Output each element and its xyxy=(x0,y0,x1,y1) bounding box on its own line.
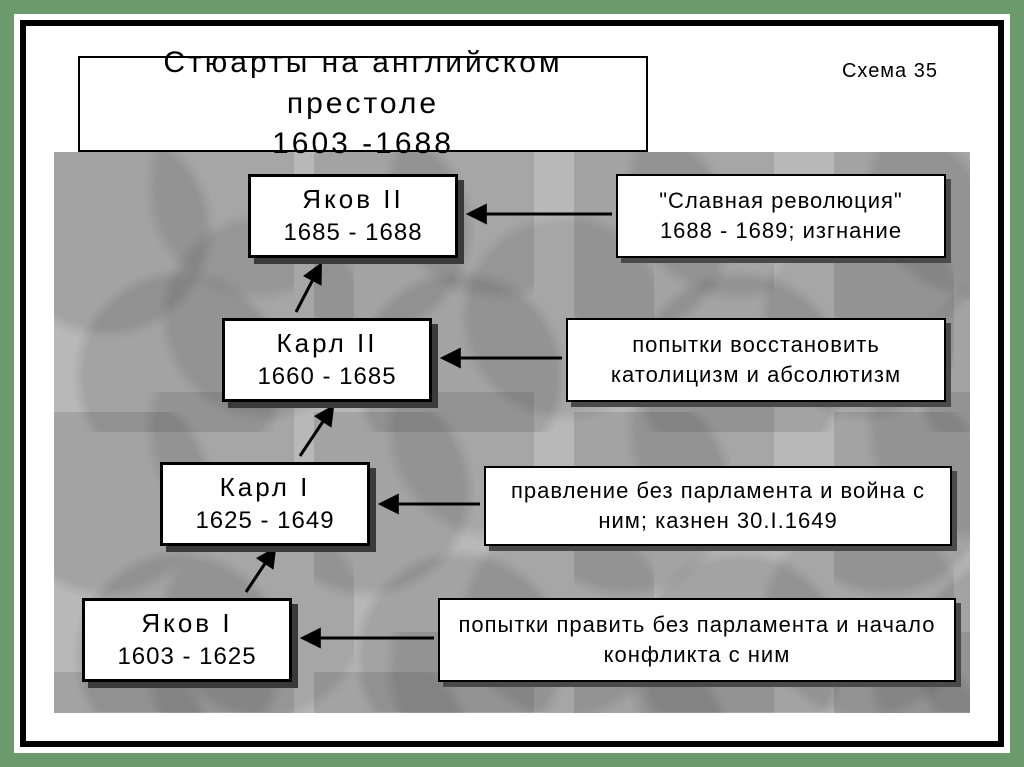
outer-frame: Схема 35 Стюарты на английском престоле … xyxy=(0,0,1024,767)
monarch-name: Яков I xyxy=(141,606,232,641)
event-box-yakov1: попытки править без парламента и начало … xyxy=(438,598,956,682)
event-text: "Славная революция" 1688 - 1689; изгнани… xyxy=(630,186,932,245)
event-text: попытки восстановить католицизм и абсолю… xyxy=(580,330,932,389)
diagram-canvas: Схема 35 Стюарты на английском престоле … xyxy=(26,26,998,741)
monarch-years: 1685 - 1688 xyxy=(283,217,422,249)
monarch-years: 1660 - 1685 xyxy=(257,361,396,393)
monarch-name: Карл I xyxy=(220,470,311,505)
event-box-yakov2: "Славная революция" 1688 - 1689; изгнани… xyxy=(616,174,946,258)
event-text: попытки править без парламента и начало … xyxy=(452,610,942,669)
monarch-name: Карл II xyxy=(276,326,377,361)
inner-frame: Схема 35 Стюарты на английском престоле … xyxy=(20,20,1004,747)
event-box-karl2: попытки восстановить католицизм и абсолю… xyxy=(566,318,946,402)
monarch-box-karl1: Карл I 1625 - 1649 xyxy=(160,462,370,546)
monarch-box-yakov1: Яков I 1603 - 1625 xyxy=(82,598,292,682)
monarch-box-karl2: Карл II 1660 - 1685 xyxy=(222,318,432,402)
diagram-title-box: Стюарты на английском престоле 1603 -168… xyxy=(78,56,648,152)
title-line1: Стюарты на английском престоле xyxy=(92,43,634,124)
monarch-name: Яков II xyxy=(302,182,403,217)
event-box-karl1: правление без парламента и война с ним; … xyxy=(484,466,952,546)
title-line2: 1603 -1688 xyxy=(272,124,454,165)
monarch-years: 1625 - 1649 xyxy=(195,505,334,537)
event-text: правление без парламента и война с ним; … xyxy=(498,476,938,535)
scheme-number-label: Схема 35 xyxy=(842,60,938,83)
monarch-years: 1603 - 1625 xyxy=(117,641,256,673)
monarch-box-yakov2: Яков II 1685 - 1688 xyxy=(248,174,458,258)
